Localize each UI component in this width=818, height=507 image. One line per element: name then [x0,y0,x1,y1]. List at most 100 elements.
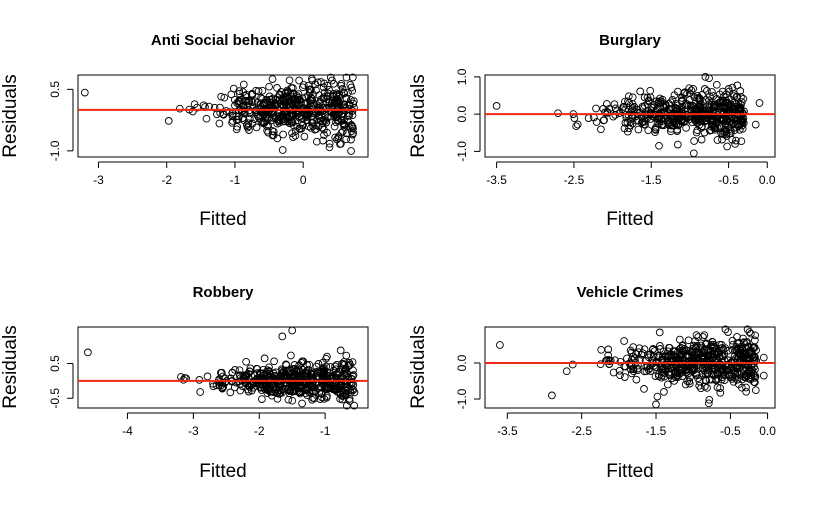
data-point [244,119,252,128]
x-tick-label: -3.5 [486,173,507,187]
data-point [175,104,184,113]
data-point [259,107,268,116]
x-axis: -3 -2 -1 0 [93,161,307,187]
data-point [323,352,331,361]
data-point [718,366,727,375]
data-point [313,78,322,87]
data-point [270,99,279,108]
data-point [562,367,571,376]
data-point [268,127,277,135]
data-point [347,83,356,92]
data-point [631,350,640,358]
data-point [349,99,358,108]
data-point [695,121,704,129]
data-point [724,328,732,336]
data-point [281,107,289,115]
data-point [285,385,294,393]
data-point [315,99,324,108]
data-point [694,374,702,383]
data-point [265,367,274,375]
data-point [689,341,698,350]
data-point [688,104,697,113]
data-point [700,346,708,355]
data-point [620,373,629,381]
data-point [620,102,628,111]
data-point [260,354,269,363]
data-point [279,368,288,377]
data-point [620,337,628,345]
data-point [627,108,636,116]
data-point [325,139,334,148]
data-point [308,395,316,404]
data-point [737,93,745,101]
data-point [671,373,680,382]
data-point [342,73,351,82]
data-point [624,97,632,106]
data-point [711,370,720,378]
data-point [261,385,269,393]
y-tick-label: -1.0 [455,388,469,409]
data-point [299,357,308,366]
data-point [691,351,699,359]
x-tick-label: 0.0 [759,173,776,187]
data-point [291,127,300,136]
data-point [319,94,328,103]
y-axis: -0.5 0.5 [48,355,74,409]
data-point [340,390,349,399]
data-point [305,388,314,397]
y-tick-label: -1.0 [48,140,62,161]
data-point [751,331,760,340]
data-point [733,81,742,90]
data-point [592,118,601,126]
data-point [602,100,611,108]
data-point [333,90,341,99]
data-point [729,104,738,113]
data-point [282,361,291,369]
data-point [318,107,327,116]
x-axis-label: Fitted [606,209,654,230]
data-point [702,96,710,104]
data-point [323,374,332,383]
data-point [342,129,351,138]
data-point [655,116,663,124]
data-point [648,345,657,354]
data-point [702,377,711,385]
points-layer [84,326,359,410]
x-tick-label: -3 [188,424,199,438]
data-point [332,95,340,104]
x-tick-label: -0.5 [720,424,741,438]
data-point [720,128,729,137]
data-point [723,116,731,124]
data-point [256,99,265,108]
data-point [350,401,359,410]
data-point [664,120,672,128]
x-axis: -3.5 -2.5 -1.5 -0.5 0.0 [497,412,776,438]
data-point [219,383,228,392]
data-point [338,112,346,120]
data-point [319,117,327,126]
data-point [286,367,295,375]
data-point [733,120,742,129]
data-point [238,382,247,391]
data-point [246,108,255,116]
x-axis: -4 -3 -2 -1 [122,412,331,438]
panel-robbery: Robbery -4 -3 -2 -1 -0.5 0.5 Fitted Residual… [0,284,369,482]
data-point [316,395,325,403]
data-point [640,385,648,393]
data-point [334,374,342,383]
data-point [334,132,343,140]
data-point [288,326,297,335]
data-point [663,380,672,389]
data-point [651,126,660,134]
data-point [729,108,737,117]
data-point [610,100,619,109]
data-point [597,345,606,354]
data-point [604,345,613,354]
data-point [640,93,649,102]
data-point [596,360,605,369]
data-point [731,140,739,148]
data-point [281,92,289,100]
data-point [739,348,747,357]
y-axis: -1.0 0.5 [48,81,74,161]
data-point [231,366,239,374]
